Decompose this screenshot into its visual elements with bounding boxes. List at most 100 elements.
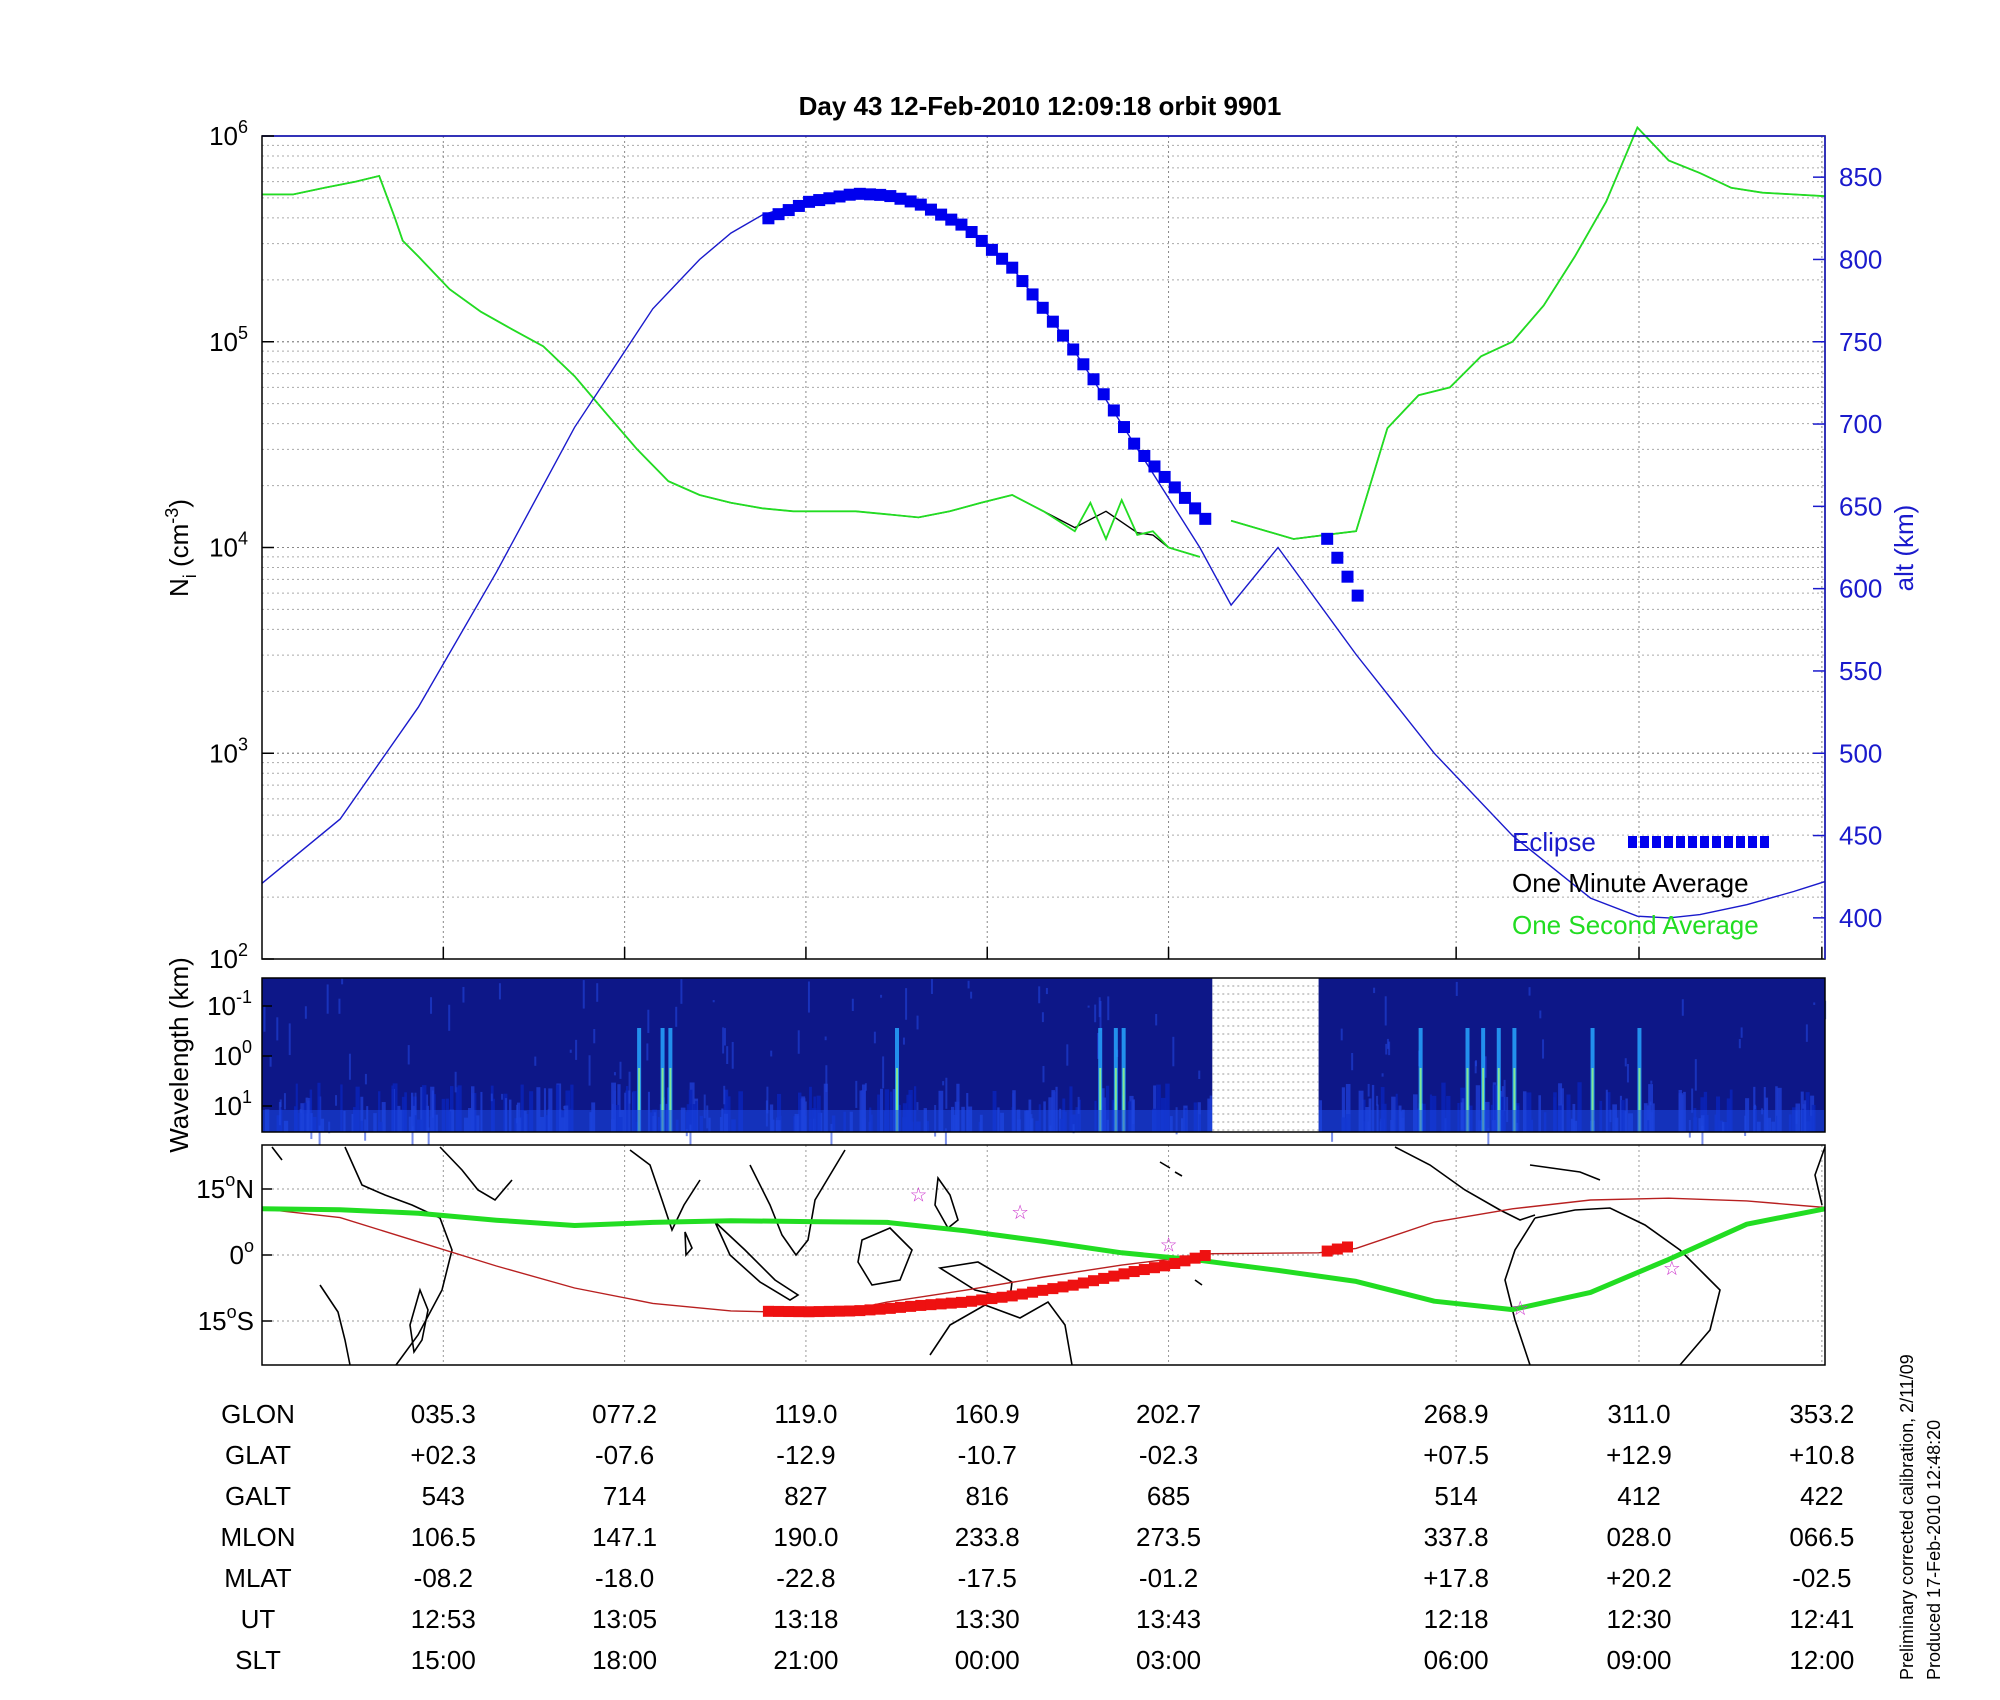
spectrogram-stripe (1805, 1024, 1808, 1042)
spectrogram-stripe (619, 1061, 622, 1079)
legend-one-second-label: One Second Average (1512, 910, 1759, 940)
legend-one-minute-label: One Minute Average (1512, 868, 1749, 898)
spectrogram-stripe (1386, 1038, 1389, 1049)
spectrogram-stripe (942, 1081, 945, 1086)
spectrogram-y-tick-label-exp: -1 (236, 987, 252, 1007)
altitude-axis-label: alt (km) (1889, 505, 1919, 592)
coastline-southern-africa (319, 1284, 351, 1366)
spectrogram-stripe (1345, 1084, 1351, 1132)
spectrogram-stripe (1487, 1128, 1490, 1157)
legend: Eclipse One Minute Average One Second Av… (1512, 827, 1769, 940)
table-cell: 353.2 (1789, 1399, 1854, 1429)
density-y-tick-label-base: 10 (209, 327, 238, 357)
eclipse-marker (833, 190, 846, 203)
density-y-tick-label-exp: 3 (238, 734, 248, 754)
map-star-marker: ☆ (1011, 1202, 1029, 1224)
density-y-tick-label-base: 10 (209, 944, 238, 974)
map-eclipse-marker (884, 1302, 896, 1314)
spectrogram-stripe (1340, 1028, 1343, 1041)
spectrogram-stripe (1097, 1032, 1100, 1059)
spectrogram-stripe (1367, 1083, 1370, 1097)
eclipse-marker (1016, 275, 1029, 288)
series-one-second-average (262, 125, 1826, 558)
map-eclipse-marker (955, 1296, 967, 1308)
map-grid (262, 1145, 1825, 1365)
spectrogram-stripe (967, 980, 970, 989)
eclipse-marker (1006, 261, 1019, 274)
spectrogram-stripe (582, 980, 585, 1009)
eclipse-marker (1321, 532, 1334, 545)
map-eclipse-marker (1108, 1270, 1120, 1282)
coastline-south-america (1504, 1207, 1721, 1366)
coastlines (271, 1146, 1826, 1366)
spectrogram-stripe (570, 1084, 574, 1132)
coastline-madagascar (409, 1287, 429, 1355)
spectrogram-stripe (1041, 1012, 1044, 1023)
density-y-tick-label: 105 (209, 323, 248, 357)
table-cell: +12.9 (1606, 1440, 1672, 1470)
map-eclipse-marker (1037, 1284, 1049, 1296)
spectrogram-stripe (420, 1087, 424, 1132)
altitude-y-tick-label: 650 (1839, 491, 1882, 521)
spectrogram-stripe (862, 1084, 866, 1132)
eclipse-marker (945, 213, 958, 226)
spectrogram-stripe (288, 1023, 291, 1056)
map-y-tick-label: 0o (230, 1236, 254, 1270)
eclipse-marker (1067, 343, 1080, 356)
spectrogram-frame (261, 977, 1826, 1133)
table-row-label: GALT (225, 1481, 291, 1511)
spectrogram-stripe (457, 1085, 462, 1132)
spectrogram-bright-core (1638, 1068, 1641, 1132)
density-y-tick-label-exp: 2 (238, 940, 248, 960)
eclipse-marker (924, 203, 937, 216)
coastline-africa-west (271, 1146, 283, 1161)
spectrogram-stripe (1172, 1036, 1175, 1067)
eclipse-marker (1351, 589, 1364, 602)
map-y-ticks: 15oN 0o 15oS (196, 1170, 272, 1336)
map-eclipse-marker (793, 1306, 805, 1318)
spectrogram-stripe (970, 991, 973, 999)
spectrogram-stripe (916, 1015, 919, 1030)
spectrogram-stripe (431, 1090, 434, 1118)
eclipse-marker (864, 188, 877, 201)
spectrogram-stripe (455, 1087, 459, 1132)
map-y-tick-label: 15oS (198, 1302, 254, 1336)
spectrogram-y-tick-label-base: 10 (207, 991, 236, 1021)
spectrogram-stripe (685, 1129, 688, 1137)
spectrogram-stripe (855, 1080, 858, 1108)
density-y-label-main: N (164, 578, 194, 597)
table-cell: 337.8 (1424, 1522, 1489, 1552)
spectrogram-stripe (880, 994, 883, 998)
map-y-tick-value: 15 (198, 1306, 227, 1336)
spectrogram-stripe (647, 1009, 650, 1033)
spectrogram-stripe (534, 1056, 537, 1066)
map-eclipse-marker (1077, 1277, 1089, 1289)
spectrogram-stripe (1539, 1010, 1542, 1019)
eclipse-marker (904, 195, 917, 208)
spectrogram-stripe (1105, 1085, 1110, 1132)
table-cell: 543 (422, 1481, 465, 1511)
eclipse-marker (772, 208, 785, 221)
coastline-caribbean (1529, 1164, 1601, 1181)
spectrogram-stripe (1506, 1096, 1509, 1123)
spectrogram-stripe (317, 1082, 321, 1132)
map-eclipse-marker (935, 1298, 947, 1310)
eclipse-marker (1148, 460, 1161, 473)
map-y-tick-label: 15oN (196, 1170, 254, 1204)
spectrogram-stripe (1691, 1088, 1694, 1113)
eclipse-marker (1046, 315, 1059, 328)
spectrogram-stripe (1069, 1086, 1073, 1132)
density-y-tick-label: 103 (209, 734, 248, 768)
spectrogram-stripe (1813, 1002, 1816, 1005)
density-series (261, 125, 1826, 919)
map-y-tick-value: 15 (196, 1174, 225, 1204)
map-eclipse-marker (1098, 1272, 1110, 1284)
map-eclipse-marker (803, 1306, 815, 1318)
spectrogram-stripe (1577, 1082, 1582, 1132)
spectrogram-stripe (1701, 1125, 1704, 1149)
spectrogram-stripe (1099, 1000, 1102, 1031)
spectrogram-stripes (262, 978, 1827, 1160)
coastline-africa-east-edge (1814, 1146, 1826, 1206)
density-y-tick-label-base: 10 (209, 121, 238, 151)
